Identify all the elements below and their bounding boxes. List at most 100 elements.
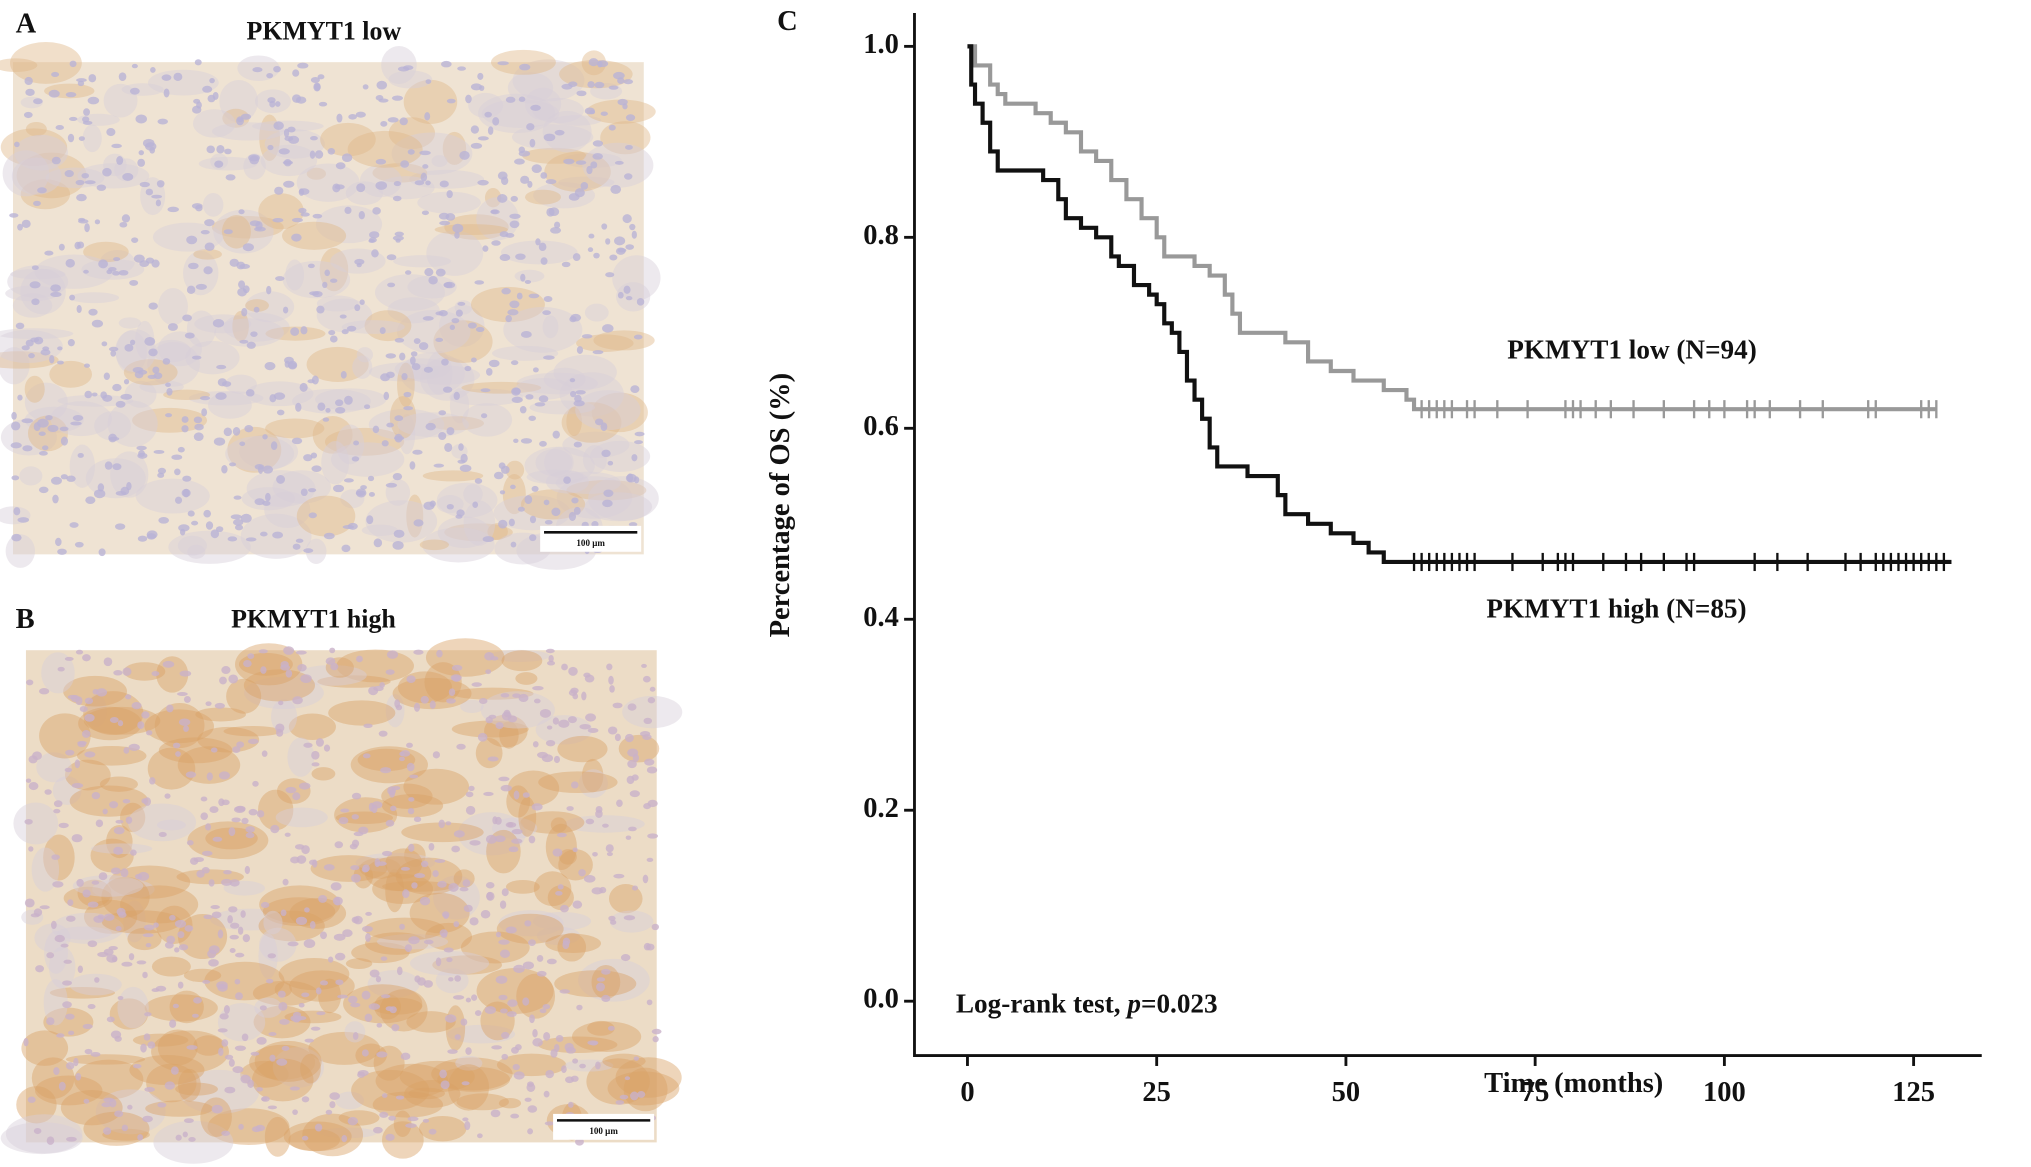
nucleus <box>245 832 255 839</box>
nucleus <box>149 777 156 785</box>
nucleus <box>536 955 544 962</box>
tissue <box>272 470 331 504</box>
nucleus <box>50 291 62 298</box>
nucleus <box>615 247 626 255</box>
tissue <box>151 339 191 363</box>
nucleus <box>617 291 624 299</box>
tissue <box>292 388 371 414</box>
tissue <box>147 747 196 790</box>
nucleus <box>87 1003 96 1010</box>
nucleus <box>310 77 320 84</box>
tissue <box>110 451 149 498</box>
nucleus <box>368 1003 380 1010</box>
nucleus <box>83 1098 90 1104</box>
nucleus <box>229 879 240 887</box>
nucleus <box>406 762 415 772</box>
nucleus <box>500 784 512 792</box>
nucleus <box>309 859 317 866</box>
nucleus <box>84 751 96 758</box>
nucleus <box>354 304 361 312</box>
tissue <box>186 310 217 348</box>
nucleus <box>341 544 351 553</box>
tissue <box>258 789 294 831</box>
nucleus <box>455 514 463 519</box>
nucleus <box>94 219 101 225</box>
nucleus <box>441 932 448 938</box>
nucleus <box>135 114 147 124</box>
nucleus <box>268 1032 277 1036</box>
tissue <box>77 879 112 907</box>
nucleus <box>88 74 97 83</box>
tissue <box>258 910 325 942</box>
tissue <box>587 1020 615 1036</box>
nucleus <box>448 977 454 982</box>
nucleus <box>75 1073 82 1081</box>
nucleus <box>204 242 215 251</box>
nucleus <box>433 463 445 468</box>
nucleus <box>192 105 202 114</box>
tissue <box>480 1001 515 1041</box>
nucleus <box>250 331 258 337</box>
nucleus <box>581 334 593 339</box>
nucleus <box>218 1047 224 1057</box>
nucleus <box>351 839 360 848</box>
nucleus <box>622 214 632 224</box>
nucleus <box>109 801 119 809</box>
nucleus <box>438 410 447 416</box>
nucleus <box>277 990 286 998</box>
nucleus <box>229 462 237 467</box>
nucleus <box>21 219 31 228</box>
nucleus <box>174 919 187 928</box>
tissue <box>468 92 504 118</box>
tissue <box>575 390 641 431</box>
nucleus <box>151 670 160 677</box>
nucleus <box>568 1101 574 1108</box>
nucleus <box>97 483 105 492</box>
nucleus <box>574 188 585 198</box>
tissue <box>185 340 240 375</box>
nucleus <box>472 501 479 508</box>
nucleus <box>289 1086 300 1091</box>
nucleus <box>596 977 606 982</box>
nucleus <box>173 72 183 81</box>
nucleus <box>24 898 35 908</box>
nucleus <box>90 1051 101 1057</box>
nucleus <box>65 258 75 268</box>
nucleus <box>290 1015 302 1022</box>
nucleus <box>396 966 403 976</box>
nucleus <box>141 798 148 804</box>
nucleus <box>446 98 456 104</box>
annotation-text: =0.023 <box>1141 989 1218 1019</box>
nucleus <box>452 995 465 1000</box>
nucleus <box>381 850 393 857</box>
nucleus <box>508 846 519 853</box>
tissue <box>505 460 525 480</box>
nucleus <box>316 305 325 314</box>
nucleus <box>413 702 421 712</box>
tissue <box>99 776 138 792</box>
tissue <box>207 1108 290 1145</box>
nucleus <box>571 497 579 504</box>
nucleus <box>124 344 134 352</box>
nucleus <box>329 1101 336 1109</box>
nucleus <box>399 751 405 757</box>
nucleus <box>166 935 176 944</box>
nucleus <box>224 1054 234 1060</box>
nucleus <box>352 1032 359 1040</box>
nucleus <box>78 219 89 224</box>
nucleus <box>256 1037 267 1045</box>
nucleus <box>602 324 614 333</box>
tissue <box>200 1097 232 1138</box>
tissue <box>552 115 602 126</box>
tissue <box>56 926 112 940</box>
nucleus <box>17 223 23 231</box>
nucleus <box>267 953 277 959</box>
nucleus <box>108 946 118 951</box>
nucleus <box>409 774 419 779</box>
nucleus <box>642 675 651 683</box>
nucleus <box>177 446 185 453</box>
nucleus <box>458 443 464 451</box>
nucleus <box>35 965 45 973</box>
nucleus <box>465 805 476 815</box>
nucleus <box>50 284 61 292</box>
